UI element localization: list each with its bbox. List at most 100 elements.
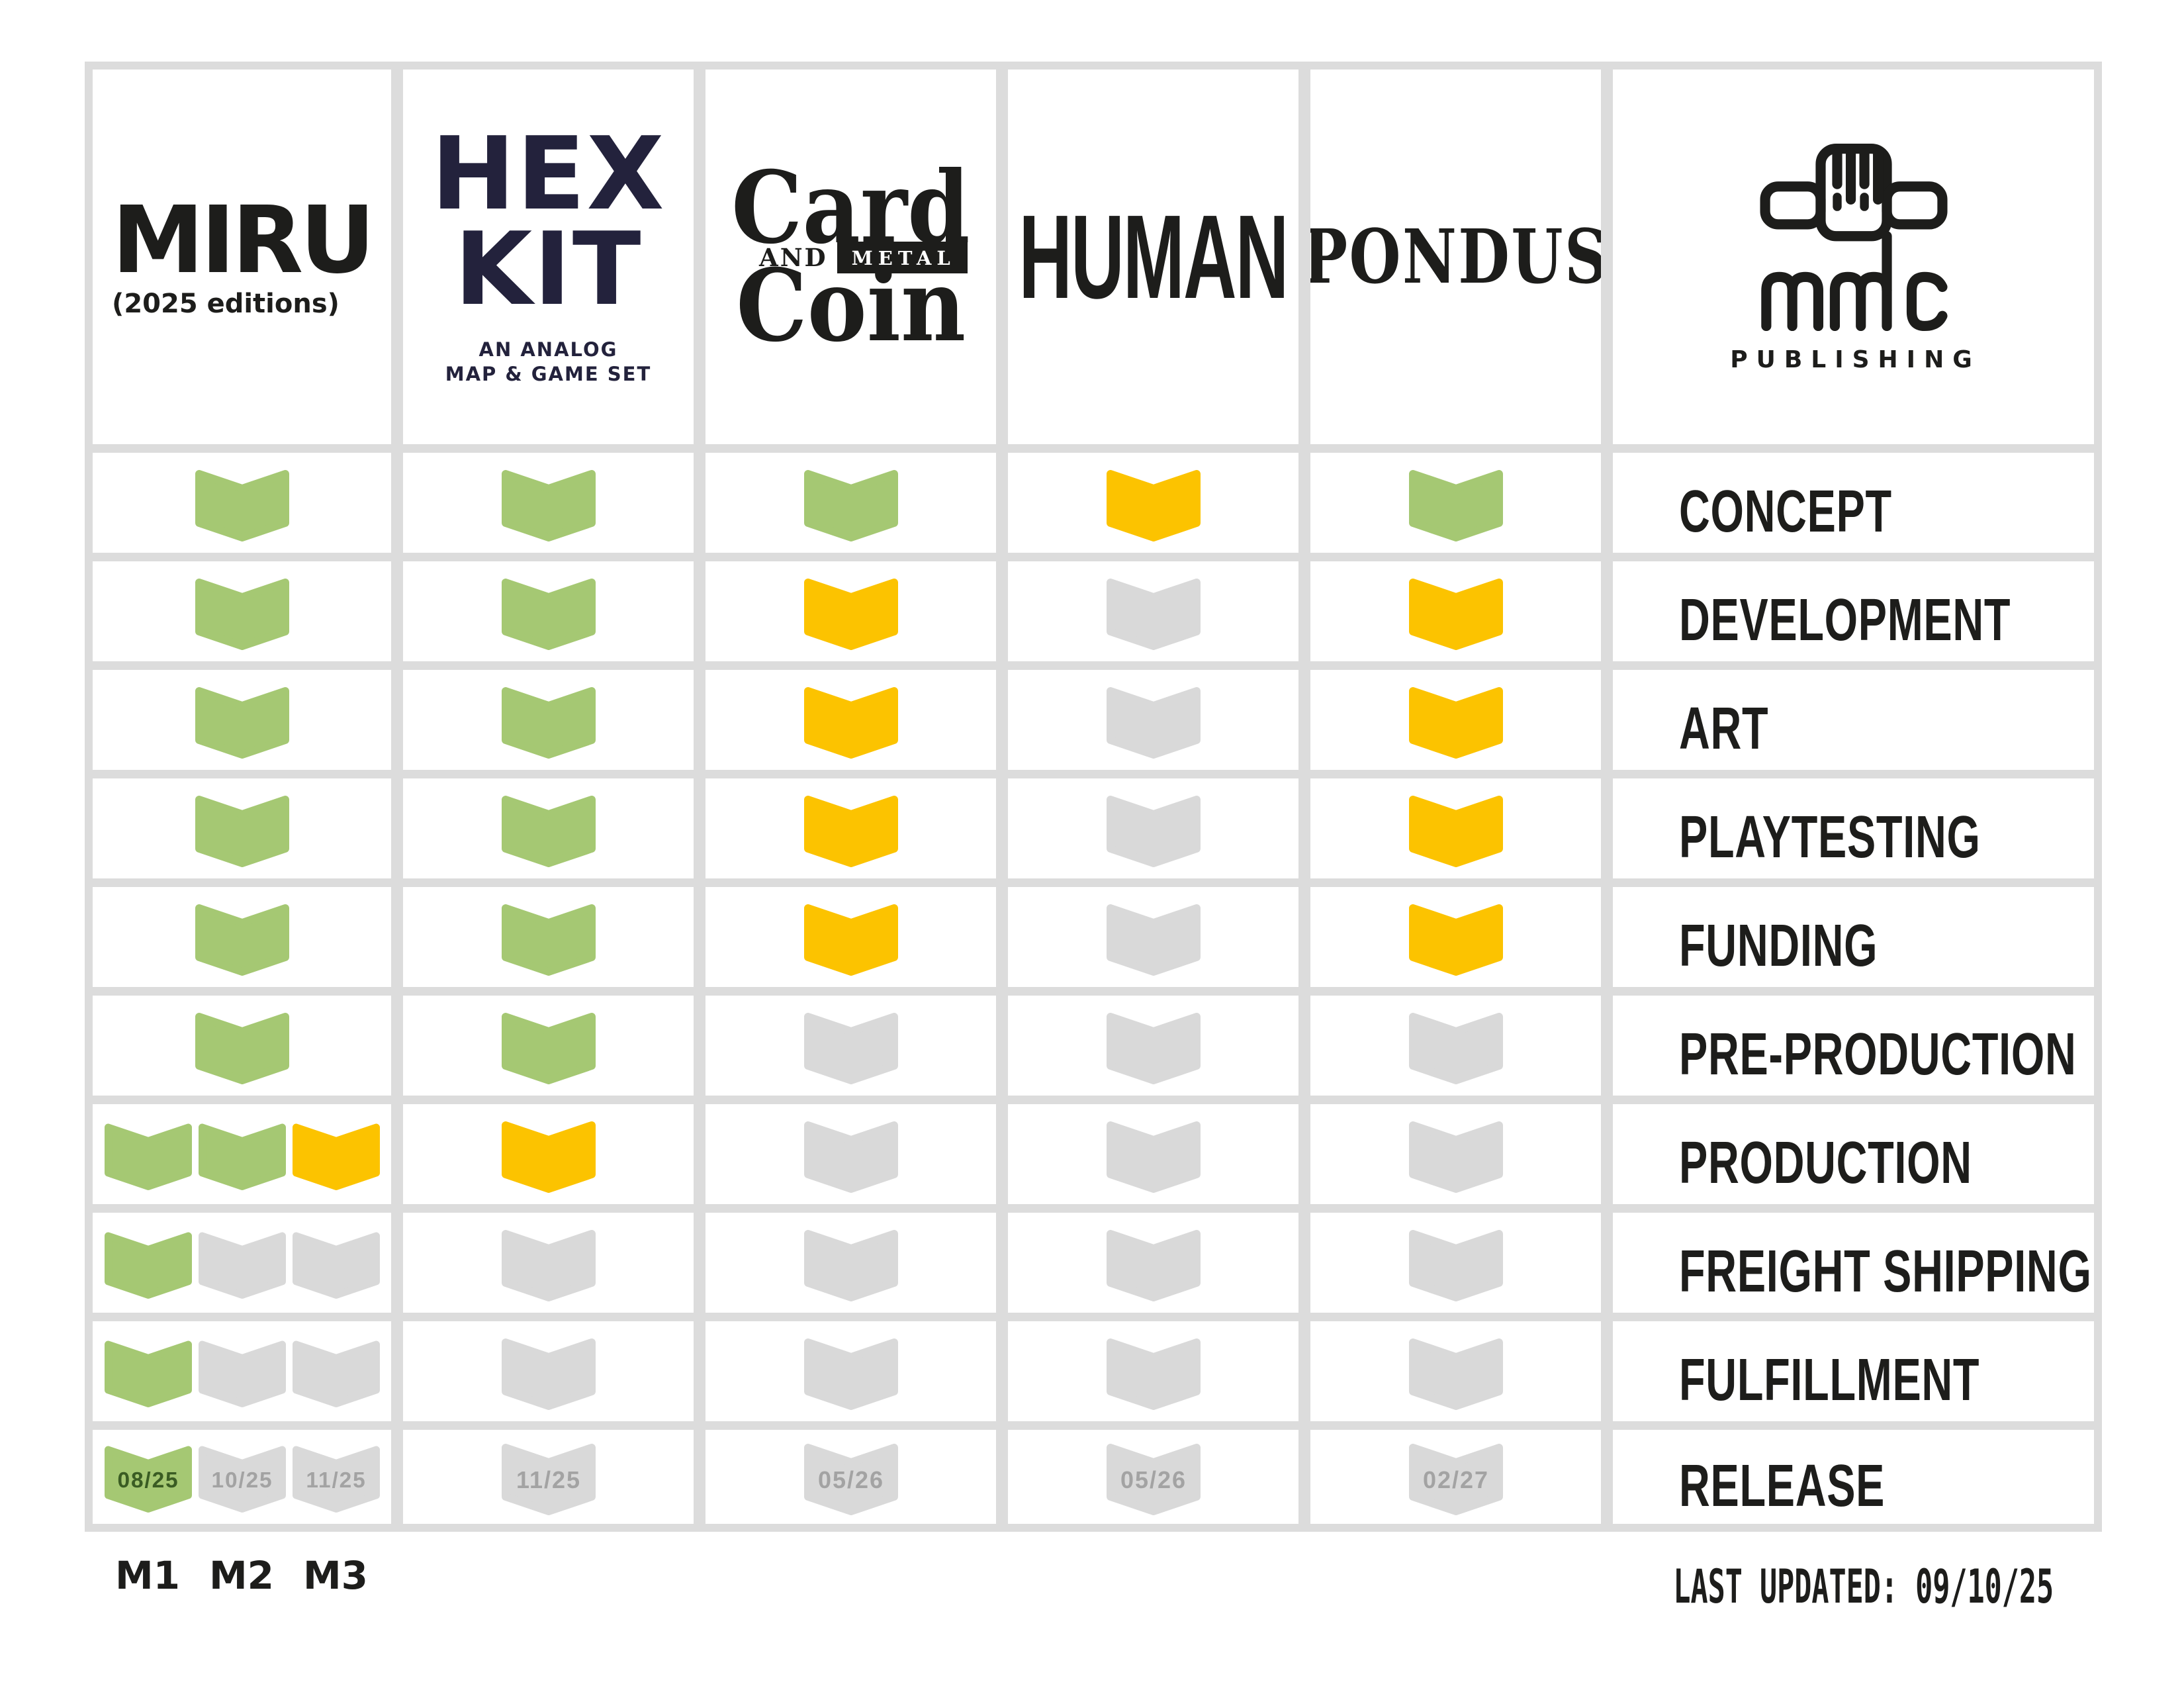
- cell-fulfillment-pondus: [1310, 1321, 1601, 1421]
- cell-release-cardcoin: 05/26: [705, 1430, 996, 1524]
- miru-subtitle: (2025 editions): [112, 289, 340, 319]
- cell-funding-hexkit: [403, 887, 694, 987]
- chevron-gray-icon: [198, 1340, 286, 1407]
- chevron-gray-icon: 05/26: [1106, 1444, 1201, 1515]
- chevron-gray-icon: [292, 1232, 380, 1299]
- cell-development-hexkit: [403, 561, 694, 661]
- hexkit-sub2: MAP & GAME SET: [445, 363, 652, 386]
- cell-fulfillment-cardcoin: [705, 1321, 996, 1421]
- cell-release-hexkit: 11/25: [403, 1430, 694, 1524]
- row-label: RELEASE: [1679, 1452, 1886, 1519]
- cardcoin-and: AND: [759, 243, 828, 272]
- cell-production-pondus: [1310, 1104, 1601, 1204]
- chevron-green-icon: [104, 1232, 192, 1299]
- cell-concept-pondus: [1310, 453, 1601, 553]
- human-logo: HUMAN: [1019, 190, 1289, 324]
- chevron-gray-icon: 10/25: [198, 1446, 286, 1513]
- chevron-green-icon: [104, 1123, 192, 1190]
- row-label-cell-playtesting: PLAYTESTING: [1613, 778, 2094, 878]
- chevron-gray-icon: [1408, 1012, 1503, 1084]
- chevron-green-icon: [501, 686, 596, 759]
- chevron-gray-icon: [803, 1229, 898, 1301]
- cell-pre-production-human: [1008, 996, 1298, 1096]
- row-label-cell-freight-shipping: FREIGHT SHIPPING: [1613, 1213, 2094, 1313]
- row-label-cell-art: ART: [1613, 670, 2094, 770]
- cell-funding-human: [1008, 887, 1298, 987]
- milestone-m1-label: M1: [114, 1553, 181, 1598]
- chevron-green-icon: [198, 1123, 286, 1190]
- cardcoin-metal-badge: METAL: [837, 242, 968, 273]
- cell-concept-cardcoin: [705, 453, 996, 553]
- cell-playtesting-cardcoin: [705, 778, 996, 878]
- release-date-label: 02/27: [1422, 1466, 1488, 1493]
- cell-fulfillment-miru: [93, 1321, 391, 1421]
- chevron-gray-icon: [198, 1232, 286, 1299]
- header-hexkit: HEX KIT AN ANALOG MAP & GAME SET: [403, 70, 694, 444]
- release-date-label: 05/26: [1120, 1466, 1186, 1493]
- cardcoin-word2: Coin: [736, 248, 966, 364]
- cell-freight-shipping-hexkit: [403, 1213, 694, 1313]
- chevron-yellow-icon: [803, 904, 898, 976]
- row-label: PRODUCTION: [1679, 1130, 1972, 1196]
- cell-development-cardcoin: [705, 561, 996, 661]
- milestone-m3-label: M3: [302, 1553, 369, 1598]
- cell-funding-pondus: [1310, 887, 1601, 987]
- chevron-yellow-icon: [1408, 904, 1503, 976]
- pondus-logo: PONDUS: [1310, 213, 1601, 301]
- miru-logo: MIRU (2025 editions): [112, 195, 375, 320]
- header-pondus: PONDUS: [1310, 70, 1601, 444]
- row-label: ART: [1679, 696, 1769, 762]
- release-date-label: 08/25: [117, 1468, 179, 1493]
- row-label: FUNDING: [1679, 913, 1878, 979]
- cell-playtesting-human: [1008, 778, 1298, 878]
- header-human: HUMAN: [1008, 70, 1298, 444]
- cardcoin-midline: AND METAL: [759, 242, 968, 273]
- row-label: FULFILLMENT: [1679, 1347, 1980, 1413]
- chevron-gray-icon: [1408, 1121, 1503, 1193]
- milestone-labels: M1 M2 M3: [104, 1553, 379, 1598]
- header-cardcoin: Card AND METAL Coin: [705, 70, 996, 444]
- cell-development-pondus: [1310, 561, 1601, 661]
- chevron-gray-icon: [1408, 1229, 1503, 1301]
- chevron-green-icon: [501, 904, 596, 976]
- row-label: PLAYTESTING: [1679, 804, 1981, 870]
- cell-art-human: [1008, 670, 1298, 770]
- chevron-yellow-icon: [1408, 578, 1503, 650]
- cell-release-miru: 08/25 10/25 11/25: [93, 1430, 391, 1524]
- milestone-m2-label: M2: [208, 1553, 275, 1598]
- cell-playtesting-hexkit: [403, 778, 694, 878]
- chevron-green-icon: [195, 686, 289, 759]
- cell-production-human: [1008, 1104, 1298, 1204]
- chevron-gray-icon: 05/26: [803, 1444, 898, 1515]
- cell-funding-miru: [93, 887, 391, 987]
- cell-release-human: 05/26: [1008, 1430, 1298, 1524]
- cell-art-pondus: [1310, 670, 1601, 770]
- release-date-label: 11/25: [516, 1466, 580, 1493]
- chevron-gray-icon: [803, 1338, 898, 1410]
- cell-freight-shipping-cardcoin: [705, 1213, 996, 1313]
- chevron-green-icon: [195, 1012, 289, 1084]
- row-label-cell-pre-production: PRE-PRODUCTION: [1613, 996, 2094, 1096]
- hexkit-sub1: AN ANALOG: [478, 338, 618, 361]
- header-miru: MIRU (2025 editions): [93, 70, 391, 444]
- chevron-gray-icon: [501, 1338, 596, 1410]
- chevron-yellow-icon: [803, 686, 898, 759]
- cell-funding-cardcoin: [705, 887, 996, 987]
- cell-pre-production-miru: [93, 996, 391, 1096]
- cell-production-hexkit: [403, 1104, 694, 1204]
- chevron-yellow-icon: [292, 1123, 380, 1190]
- header-mmc-publishing: PUBLISHING: [1613, 70, 2094, 444]
- cell-playtesting-pondus: [1310, 778, 1601, 878]
- cell-concept-miru: [93, 453, 391, 553]
- row-label: DEVELOPMENT: [1679, 587, 2011, 653]
- row-label-cell-concept: CONCEPT: [1613, 453, 2094, 553]
- chevron-yellow-icon: [1408, 686, 1503, 759]
- chevron-yellow-icon: [803, 578, 898, 650]
- cell-freight-shipping-human: [1008, 1213, 1298, 1313]
- chevron-gray-icon: [292, 1340, 380, 1407]
- chevron-green-icon: [104, 1340, 192, 1407]
- row-label-cell-funding: FUNDING: [1613, 887, 2094, 987]
- row-label: FREIGHT SHIPPING: [1679, 1239, 2092, 1305]
- chevron-gray-icon: 11/25: [501, 1444, 596, 1515]
